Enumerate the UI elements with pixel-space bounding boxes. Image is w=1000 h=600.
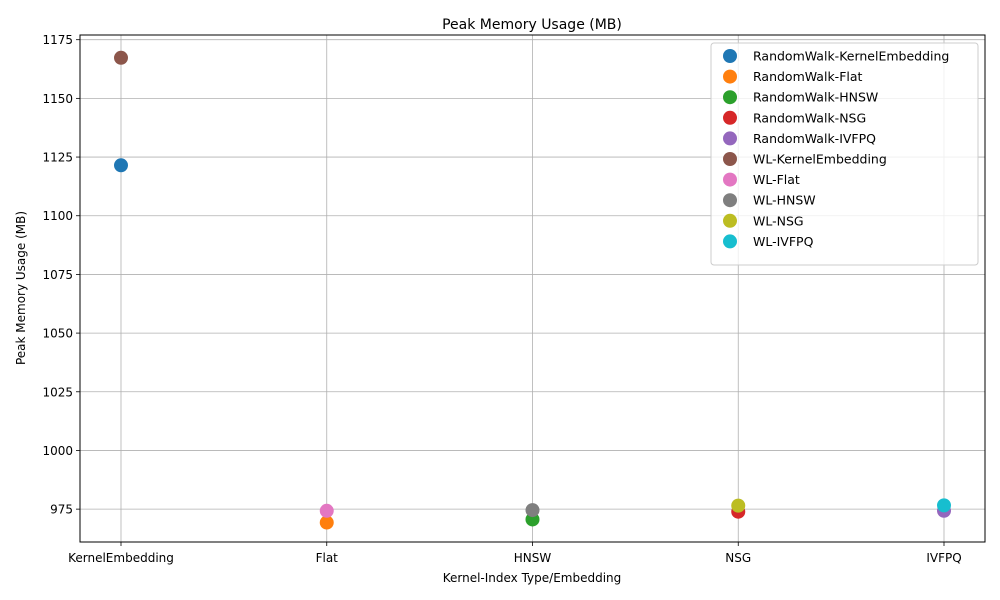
data-point-wl-ivfpq	[937, 498, 951, 513]
data-points	[114, 50, 951, 530]
y-tick-label: 1000	[42, 444, 73, 458]
y-tick-label: 1125	[42, 151, 73, 165]
y-tick-label: 1075	[42, 268, 73, 282]
x-tick-label: HNSW	[514, 551, 552, 565]
y-axis-ticks: 975 1000 1025 1050 1075 1100 1125 1150 1175	[42, 33, 80, 517]
y-axis-label: Peak Memory Usage (MB)	[14, 211, 28, 365]
legend-marker	[723, 49, 737, 63]
y-tick-label: 1150	[42, 92, 73, 106]
grid	[80, 35, 985, 542]
legend-label: RandomWalk-KernelEmbedding	[753, 49, 949, 64]
chart-title: Peak Memory Usage (MB)	[442, 17, 622, 33]
data-point-randomwalk-kernelembedding	[114, 158, 128, 173]
legend-marker	[723, 69, 737, 84]
data-point-wl-flat	[319, 503, 334, 518]
y-tick-label: 1025	[42, 385, 73, 399]
legend-frame	[710, 42, 979, 266]
legend-marker	[723, 90, 737, 105]
legend-label: WL-Flat	[753, 172, 800, 187]
legend-label: RandomWalk-IVFPQ	[753, 131, 876, 146]
y-tick-label: 975	[50, 503, 73, 517]
legend-marker	[723, 110, 737, 125]
legend-label: WL-KernelEmbedding	[753, 152, 887, 167]
data-point-randomwalk-flat	[319, 515, 334, 530]
legend-label: RandomWalk-HNSW	[753, 90, 878, 105]
legend: RandomWalk-KernelEmbedding RandomWalk-Fla…	[710, 42, 979, 266]
legend-label: WL-IVFPQ	[753, 234, 814, 249]
legend-label: RandomWalk-Flat	[753, 69, 863, 84]
data-point-wl-nsg	[731, 498, 746, 513]
y-tick-label: 1050	[42, 327, 73, 341]
legend-marker	[723, 193, 737, 208]
y-tick-label: 1175	[42, 33, 73, 47]
plot-area-frame	[79, 34, 986, 543]
legend-marker	[723, 152, 737, 166]
legend-marker	[723, 234, 737, 249]
x-axis-label: Kernel-Index Type/Embedding	[443, 571, 622, 585]
x-tick-label: IVFPQ	[926, 551, 961, 565]
legend-marker	[723, 213, 737, 228]
data-point-wl-hnsw	[525, 503, 540, 518]
x-tick-label: NSG	[725, 551, 751, 565]
data-point-wl-kernelembedding	[114, 50, 128, 65]
y-tick-label: 1100	[42, 209, 73, 223]
legend-label: WL-HNSW	[753, 193, 816, 208]
x-tick-label: KernelEmbedding	[68, 551, 174, 565]
legend-label: WL-NSG	[753, 213, 804, 228]
legend-marker	[723, 172, 737, 187]
legend-label: RandomWalk-NSG	[753, 110, 866, 125]
x-tick-label: Flat	[316, 551, 339, 565]
x-axis-ticks: KernelEmbedding Flat HNSW NSG IVFPQ	[68, 542, 962, 565]
legend-marker	[723, 131, 737, 146]
